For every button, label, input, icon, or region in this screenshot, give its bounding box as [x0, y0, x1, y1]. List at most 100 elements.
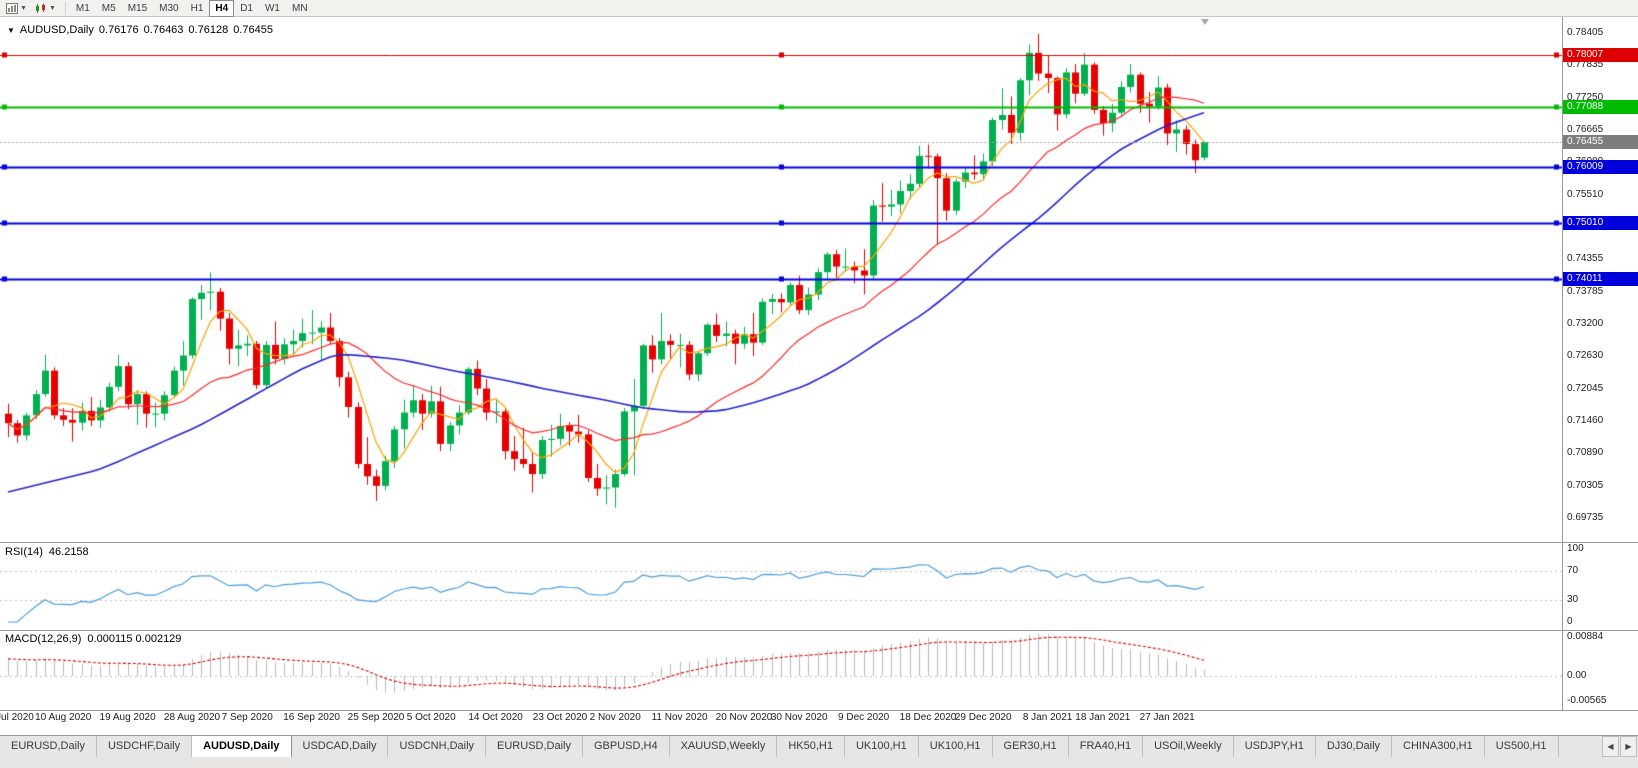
rsi-tick: 30: [1567, 594, 1579, 606]
ohlc-open: 0.76176: [98, 24, 139, 36]
tab-hk50-h1[interactable]: HK50,H1: [777, 736, 845, 757]
tab-uk100-h1[interactable]: UK100,H1: [845, 736, 919, 757]
tab-fra40-h1[interactable]: FRA40,H1: [1069, 736, 1144, 757]
tab-usdcnh-daily[interactable]: USDCNH,Daily: [388, 736, 487, 757]
date-tick: 11 Nov 2020: [651, 712, 708, 723]
chart-window-icon[interactable]: ▼: [3, 1, 30, 16]
timeframe-button-h4[interactable]: H4: [209, 0, 235, 17]
price-tick: 0.71460: [1567, 415, 1604, 426]
tab-dj30-daily[interactable]: DJ30,Daily: [1316, 736, 1393, 757]
date-tick: 9 Dec 2020: [838, 712, 890, 723]
price-tick: 0.75510: [1567, 188, 1604, 200]
rsi-tick: 70: [1567, 564, 1579, 576]
price-tick: 0.77835: [1567, 59, 1604, 71]
pane-separator[interactable]: [0, 630, 1638, 631]
date-tick: 16 Sep 2020: [283, 712, 340, 723]
tab-scroll-left-icon[interactable]: ◀: [1602, 736, 1619, 757]
tab-scroll-right-icon[interactable]: ▶: [1620, 736, 1637, 757]
date-tick: 30 Nov 2020: [770, 712, 828, 723]
level-badge[interactable]: 0.77088: [1563, 99, 1638, 114]
ohlc-low: 0.76128: [188, 24, 229, 36]
level-badge[interactable]: 0.74011: [1563, 271, 1638, 286]
price-tick: 0.77250: [1567, 91, 1604, 103]
pane-separator[interactable]: [0, 542, 1638, 543]
timeframe-button-m5[interactable]: M5: [101, 2, 116, 14]
chevron-down-icon: ▼: [20, 4, 27, 12]
chart-tab-bar: EURUSD,Daily USDCHF,Daily AUDUSD,Daily USDC…: [0, 735, 1638, 768]
tab-usdjpy-h1[interactable]: USDJPY,H1: [1234, 736, 1316, 757]
date-tick: 18 Jan 2021: [1075, 712, 1131, 723]
timeframe-toolbar: ▼ ▼ M1 M5 M15 M30 H1 H4 D1 W1 MN: [0, 0, 1638, 17]
price-tick: 0.76665: [1567, 124, 1604, 135]
timeframe-button-group: M1 M5 M15 M30 H1 H4 D1 W1 MN: [70, 0, 314, 17]
level-badge[interactable]: 0.75010: [1563, 215, 1638, 230]
date-tick: 31 Jul 2020: [0, 712, 34, 723]
date-tick: 5 Oct 2020: [406, 712, 456, 723]
date-tick: 18 Dec 2020: [899, 712, 957, 723]
rsi-pane-label: RSI(14) 46.2158: [5, 546, 89, 558]
rsi-tick: 100: [1567, 543, 1584, 554]
tab-xauusd-weekly[interactable]: XAUUSD,Weekly: [670, 736, 778, 757]
date-tick: 14 Oct 2020: [468, 712, 523, 723]
tab-china300-h1[interactable]: CHINA300,H1: [1392, 736, 1485, 757]
price-tick: 0.69735: [1567, 512, 1604, 523]
timeframe-button-d1[interactable]: D1: [240, 2, 253, 14]
chart-type-icon[interactable]: ▼: [32, 1, 59, 16]
rsi-value: 46.2158: [48, 546, 89, 558]
date-tick: 19 Aug 2020: [99, 712, 156, 723]
macd-tick: 0.00: [1567, 670, 1587, 681]
tab-usoil-weekly[interactable]: USOil,Weekly: [1143, 736, 1234, 757]
date-tick: 8 Jan 2021: [1022, 712, 1073, 723]
macd-tick: -0.00565: [1567, 694, 1607, 706]
macd-pane-label: MACD(12,26,9) 0.000115 0.002129: [5, 633, 181, 645]
timeframe-button-m30[interactable]: M30: [159, 2, 179, 14]
level-badge[interactable]: 0.78007: [1563, 48, 1638, 63]
tab-eurusd-daily[interactable]: EURUSD,Daily: [0, 736, 97, 757]
timeframe-button-m1[interactable]: M1: [75, 2, 90, 14]
chart-symbol-label: AUDUSD,Daily: [19, 24, 94, 36]
tab-gbpusd-h4[interactable]: GBPUSD,H4: [583, 736, 670, 757]
date-tick: 2 Nov 2020: [589, 712, 641, 723]
price-tick: 0.73785: [1567, 285, 1604, 297]
price-tick: 0.78405: [1567, 27, 1604, 38]
date-tick: 7 Sep 2020: [221, 712, 273, 723]
date-tick: 10 Aug 2020: [35, 712, 92, 723]
toolbar-divider: [64, 1, 66, 15]
date-tick: 25 Sep 2020: [347, 712, 405, 723]
tab-ger30-h1[interactable]: GER30,H1: [993, 736, 1069, 757]
price-tick: 0.73200: [1567, 318, 1604, 329]
tab-audusd-daily[interactable]: AUDUSD,Daily: [192, 736, 292, 757]
chart-canvas[interactable]: [0, 17, 1638, 735]
price-axis-line: [1562, 17, 1563, 711]
time-axis-line: [0, 710, 1638, 711]
chart-title: ▼ AUDUSD,Daily 0.76176 0.76463 0.76128 0…: [7, 24, 273, 36]
timeframe-button-mn[interactable]: MN: [291, 2, 308, 14]
ohlc-high: 0.76463: [143, 24, 184, 36]
timeframe-button-h1[interactable]: H1: [190, 2, 204, 14]
date-tick: 29 Dec 2020: [954, 712, 1012, 723]
tab-us500-h1[interactable]: US500,H1: [1485, 736, 1559, 757]
rsi-name: RSI(14): [5, 546, 43, 558]
price-tick: 0.72630: [1567, 350, 1604, 362]
date-tick: 20 Nov 2020: [715, 712, 773, 723]
tab-scroll-buttons: ◀ ▶: [1602, 736, 1638, 757]
current-price-badge: 0.76455: [1563, 135, 1638, 150]
chart-shift-marker-icon[interactable]: [1201, 19, 1209, 25]
price-tick: 0.72045: [1567, 382, 1604, 394]
tab-usdchf-daily[interactable]: USDCHF,Daily: [97, 736, 193, 757]
tab-usdcad-daily[interactable]: USDCAD,Daily: [292, 736, 389, 757]
tab-eurusd-daily[interactable]: EURUSD,Daily: [486, 736, 583, 757]
symbol-dropdown-icon[interactable]: ▼: [7, 25, 15, 35]
price-tick: 0.74355: [1567, 253, 1604, 265]
price-tick: 0.70890: [1567, 447, 1604, 459]
level-badge[interactable]: 0.76009: [1563, 160, 1638, 175]
date-tick: 28 Aug 2020: [163, 712, 221, 723]
timeframe-button-m15[interactable]: M15: [127, 2, 148, 14]
date-tick: 27 Jan 2021: [1139, 712, 1195, 723]
date-tick: 23 Oct 2020: [532, 712, 588, 723]
price-tick: 0.70305: [1567, 479, 1604, 491]
macd-tick: 0.00884: [1567, 630, 1604, 642]
timeframe-button-w1[interactable]: W1: [264, 2, 280, 14]
tab-uk100-h1[interactable]: UK100,H1: [919, 736, 993, 757]
